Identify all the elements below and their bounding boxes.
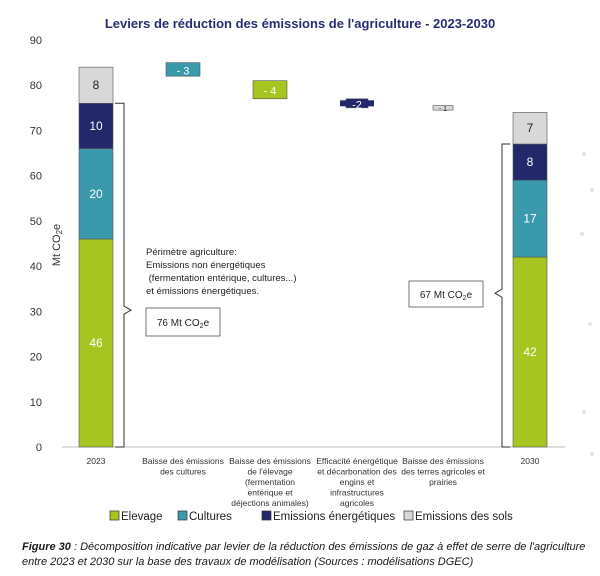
- y-tick-label: 50: [30, 216, 42, 228]
- reduction-value-label: -2: [352, 99, 362, 111]
- bar-value-label: 8: [527, 155, 534, 169]
- y-tick-label: 80: [30, 80, 42, 92]
- y-tick-label: 40: [30, 261, 42, 273]
- legend: Elevage Cultures Emissions énergétiques Emi…: [109, 510, 513, 523]
- bars: 46 20 10 8 42 17 8 7 - 3 - 4 -2 - 1: [78, 62, 548, 448]
- total-2030-box: [408, 280, 484, 308]
- legend-label: Cultures: [189, 511, 232, 523]
- bar-segment-sols: [78, 66, 114, 104]
- decorative-dot: [590, 452, 594, 456]
- legend-swatch-sols: [403, 510, 414, 521]
- legend-label: Elevage: [121, 511, 163, 523]
- reduction-bar-sols: [432, 105, 454, 111]
- legend-swatch-energetiques: [261, 510, 272, 521]
- legend-swatch-cultures: [177, 510, 188, 521]
- decorative-dot: [590, 188, 594, 192]
- bar-segment-energetiques: [512, 143, 548, 181]
- bar-segment-cultures: [512, 179, 548, 258]
- y-tick-label: 30: [30, 306, 42, 318]
- figure-caption-text: : Décomposition indicative par levier de…: [22, 541, 586, 568]
- legend-swatch-elevage: [109, 510, 120, 521]
- bar-value-label: 8: [93, 78, 100, 92]
- reduction-bar-wing: [340, 100, 374, 107]
- total-2030-label: 67 Mt CO2e: [420, 290, 473, 302]
- y-axis-label: Mt CO2e: [51, 224, 64, 266]
- y-tick-label: 90: [30, 35, 42, 47]
- y-tick-label: 70: [30, 125, 42, 137]
- perimetre-annotation: Périmètre agriculture: Emissions non éner…: [146, 247, 297, 297]
- bar-value-label: 20: [89, 187, 103, 201]
- bar-value-label: 17: [523, 212, 537, 226]
- figure-label: Figure 30: [22, 541, 71, 553]
- x-tick-label: 2030: [521, 456, 540, 466]
- y-tick-label: 60: [30, 171, 42, 183]
- decorative-dot: [582, 410, 586, 414]
- bar-value-label: 42: [523, 345, 537, 359]
- chart-title: Leviers de réduction des émissions de l'…: [105, 16, 495, 31]
- legend-label: Emissions énergétiques: [273, 511, 395, 523]
- bar-segment-sols: [512, 112, 548, 145]
- reduction-bar-cultures: [165, 62, 201, 77]
- bar-value-label: 10: [89, 119, 103, 133]
- bar-segment-elevage: [512, 256, 548, 448]
- waterfall-chart: Leviers de réduction des émissions de l'…: [30, 16, 565, 523]
- x-tick-label: 2023: [87, 456, 106, 466]
- x-tick-label: Efficacité énergétique et décarbonation d…: [316, 456, 398, 508]
- bar-value-label: 46: [89, 336, 103, 350]
- x-tick-label: Baisse des émissions des cultures: [142, 456, 224, 477]
- brace-2030: [493, 143, 510, 448]
- total-2023-box: [145, 307, 221, 337]
- x-tick-label: Baisse des émissions des terres agricoles…: [401, 456, 485, 487]
- reduction-bar-elevage: [252, 80, 288, 100]
- reduction-value-label: - 3: [177, 65, 190, 77]
- x-tick-label: Baisse des émissions de l'élevage (ferment…: [229, 456, 311, 508]
- bar-segment-elevage: [78, 238, 114, 448]
- legend-label: Emissions des sols: [415, 511, 513, 523]
- y-tick-label: 10: [30, 397, 42, 409]
- y-tick-label: 20: [30, 352, 42, 364]
- annotations: Périmètre agriculture: Emissions non éner…: [115, 102, 510, 448]
- x-tick-labels: 2023 Baisse des émissions des culturesBais…: [87, 456, 540, 508]
- total-2023-label: 76 Mt CO2e: [157, 318, 210, 330]
- decorative-dot: [582, 152, 586, 156]
- decorative-dot: [588, 322, 592, 326]
- decorative-dot: [580, 232, 584, 236]
- bar-segment-energetiques: [78, 103, 114, 149]
- reduction-value-label: - 1: [439, 106, 447, 113]
- y-axis: 0 10 20 30 40 50 60 70 80 90: [30, 35, 565, 454]
- brace-2023: [115, 102, 133, 448]
- bar-value-label: 7: [527, 121, 534, 135]
- figure-caption: Figure 30 : Décomposition indicative par…: [22, 540, 592, 570]
- y-tick-label: 0: [36, 442, 42, 454]
- reduction-value-label: - 4: [264, 86, 277, 98]
